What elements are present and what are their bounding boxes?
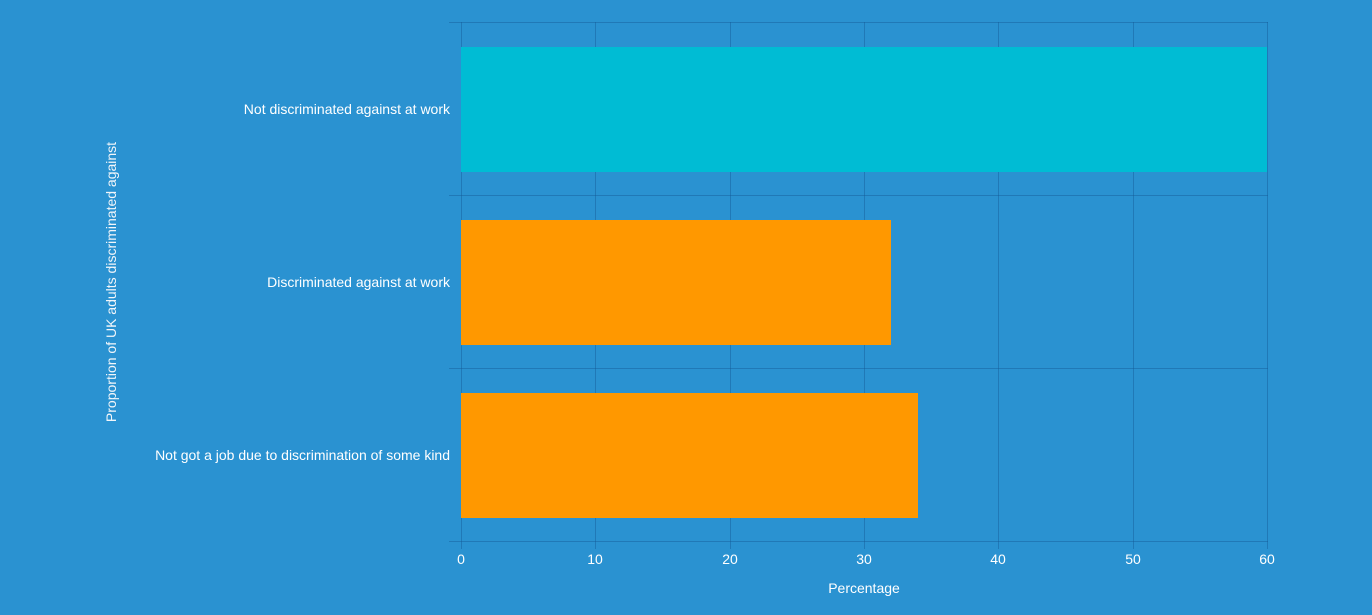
grid-line-vertical [1267, 22, 1268, 549]
x-tick-label: 50 [1125, 551, 1141, 567]
bar[interactable] [461, 393, 918, 518]
grid-line-horizontal [449, 22, 1268, 23]
grid-line-vertical [998, 22, 999, 549]
grid-line-horizontal [449, 541, 1268, 542]
x-tick-label: 60 [1259, 551, 1275, 567]
x-axis-title: Percentage [828, 580, 900, 596]
y-category-label: Not discriminated against at work [243, 101, 450, 117]
grid-line-horizontal [449, 195, 1268, 196]
y-axis-title-container: Proportion of UK adults discriminated ag… [100, 22, 122, 541]
grid-line-horizontal [449, 368, 1268, 369]
x-tick-label: 0 [457, 551, 465, 567]
grid-line-vertical [1133, 22, 1134, 549]
x-tick-label: 20 [722, 551, 738, 567]
bar[interactable] [461, 220, 891, 345]
x-tick-label: 30 [856, 551, 872, 567]
y-axis-title: Proportion of UK adults discriminated ag… [103, 141, 119, 422]
y-category-label: Discriminated against at work [267, 274, 450, 290]
x-tick-label: 10 [587, 551, 603, 567]
x-tick-label: 40 [990, 551, 1006, 567]
y-category-label: Not got a job due to discrimination of s… [155, 447, 450, 463]
bar[interactable] [461, 47, 1267, 172]
